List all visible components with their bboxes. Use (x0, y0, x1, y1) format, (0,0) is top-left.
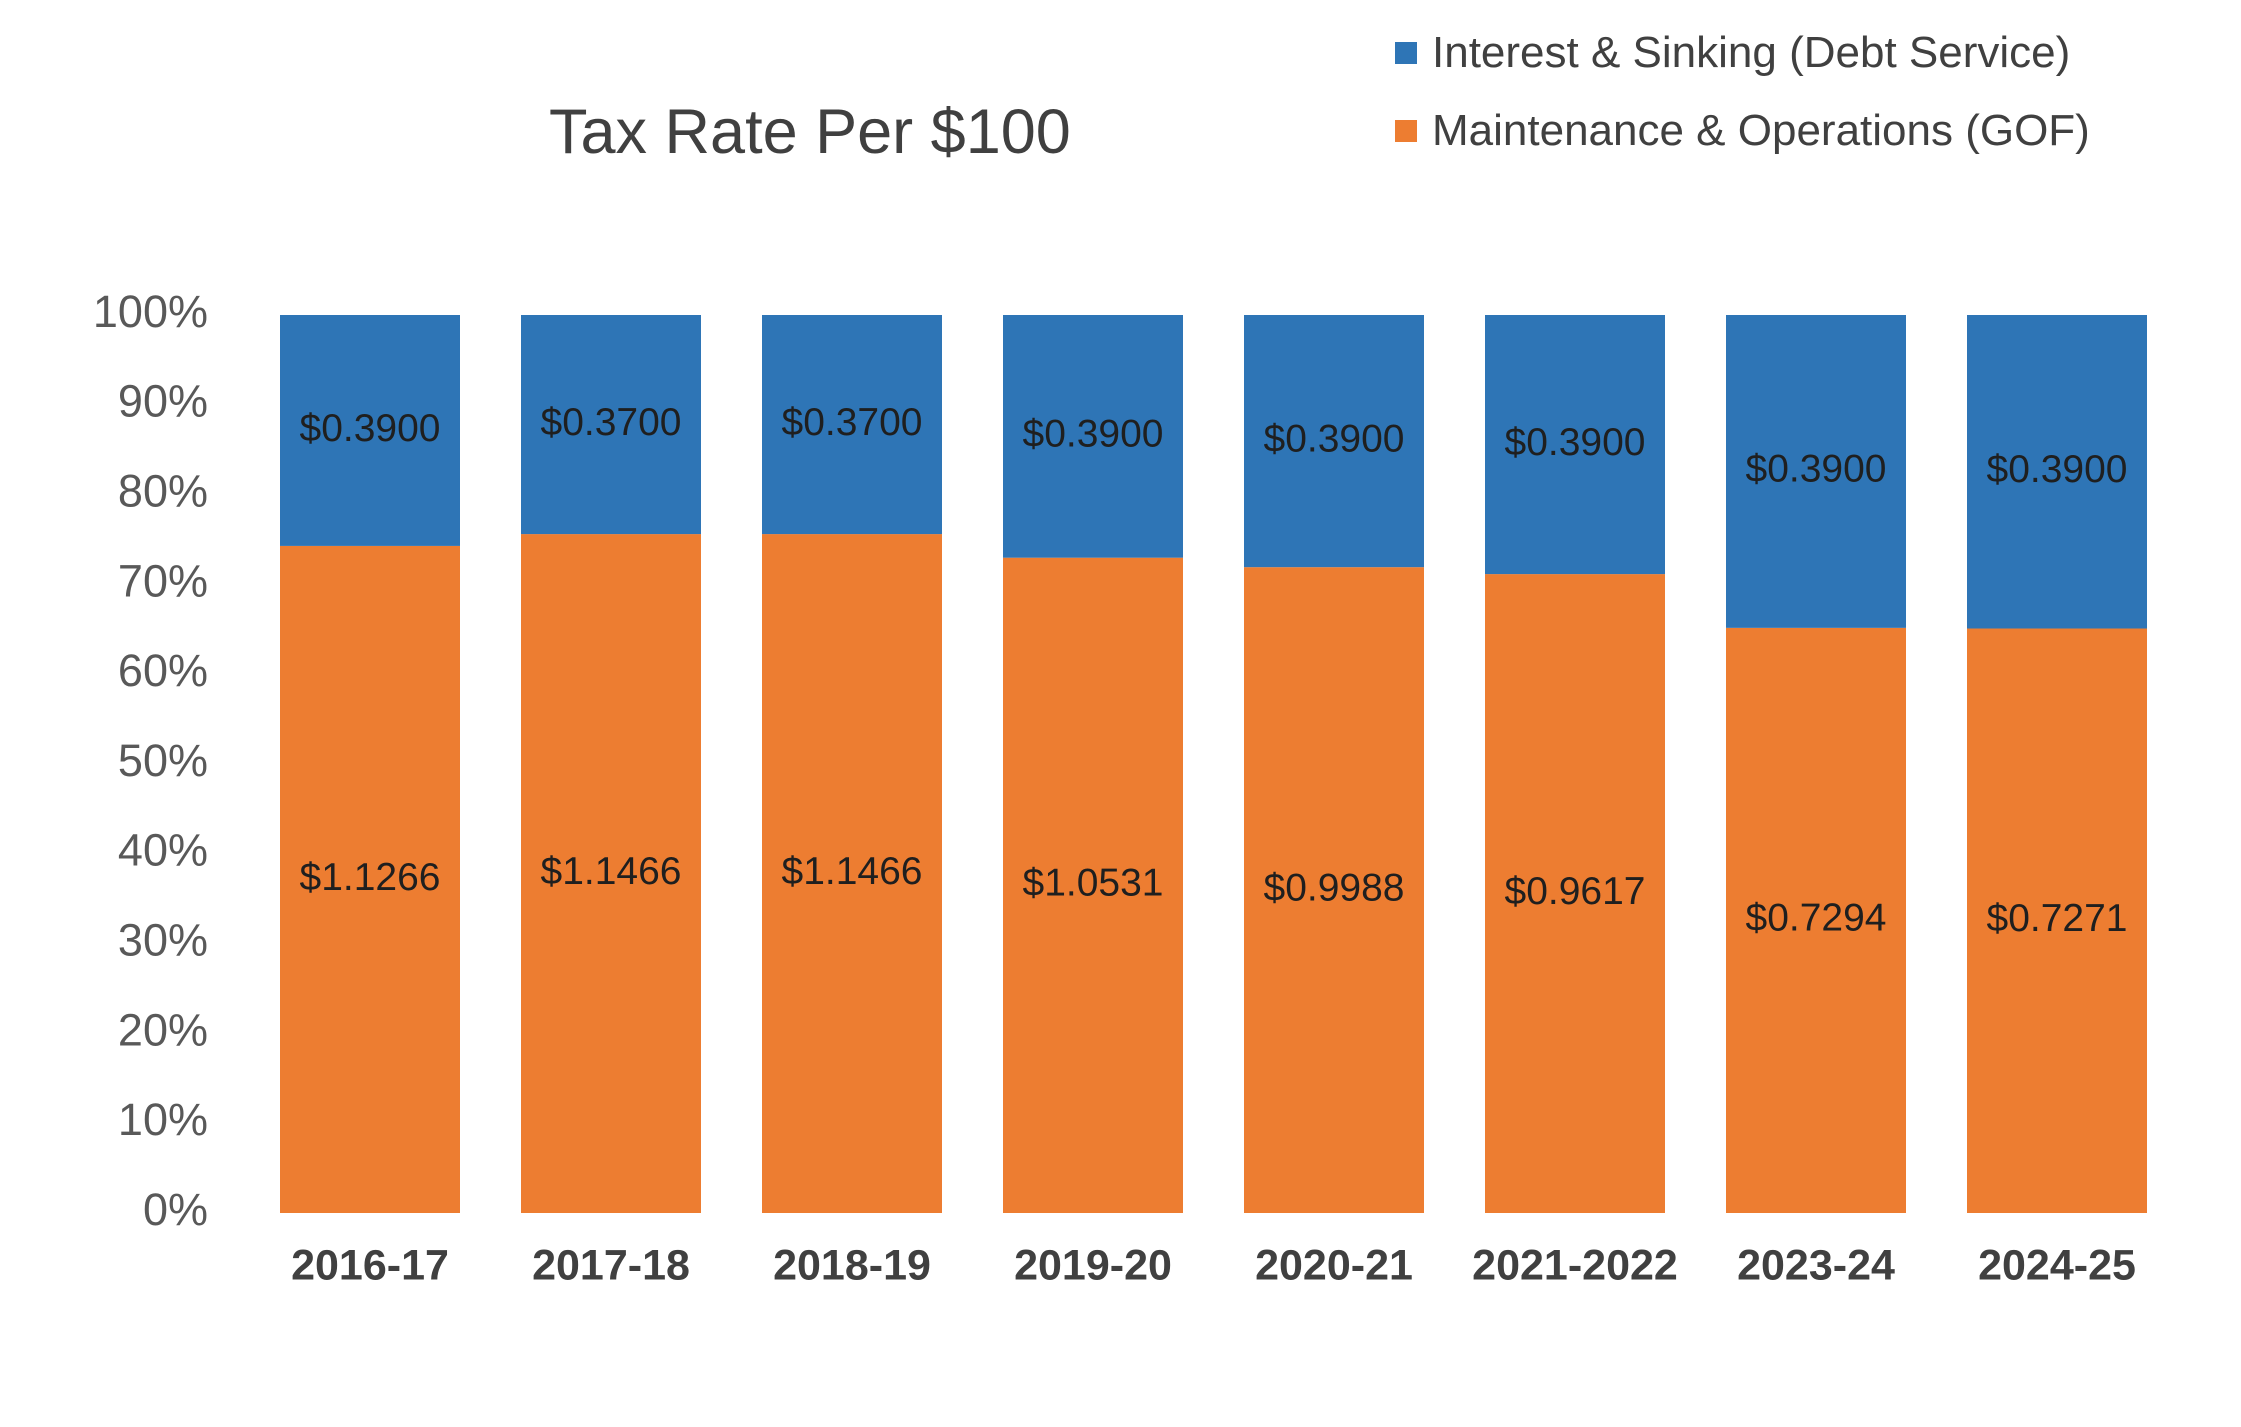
y-tick-label: 30% (118, 914, 208, 965)
data-label: $0.7271 (1987, 897, 2128, 940)
x-tick-label: 2020-21 (1255, 1241, 1413, 1289)
bar-segment-interest-sinking (280, 315, 460, 546)
data-label: $0.3900 (1264, 417, 1405, 460)
data-label: $1.1466 (782, 850, 923, 893)
bar-segment-interest-sinking (1726, 315, 1906, 628)
x-tick-label: 2019-20 (1014, 1241, 1172, 1289)
bar-segment-interest-sinking (1003, 315, 1183, 558)
bar-segment-maintenance-operations (1244, 567, 1424, 1213)
legend-item-interest-sinking: Interest & Sinking (Debt Service) (1395, 14, 2090, 92)
bar-segment-maintenance-operations (521, 534, 701, 1213)
bar-segment-maintenance-operations (1485, 574, 1665, 1213)
bar-segment-maintenance-operations (1726, 627, 1906, 1213)
bar-segment-interest-sinking (1244, 315, 1424, 568)
bar-segment-interest-sinking (1485, 315, 1665, 575)
y-tick-label: 0% (143, 1184, 208, 1235)
y-tick-label: 60% (118, 645, 208, 696)
data-label: $0.9988 (1264, 866, 1405, 909)
data-label: $0.3900 (300, 407, 441, 450)
data-label: $0.3900 (1746, 448, 1887, 491)
y-tick-label: 50% (118, 735, 208, 786)
data-label: $0.3700 (782, 401, 923, 444)
legend: Interest & Sinking (Debt Service) Mainte… (1395, 14, 2090, 170)
data-label: $1.1266 (300, 856, 441, 899)
data-label: $0.7294 (1746, 897, 1887, 940)
legend-swatch-interest-sinking (1395, 42, 1417, 64)
x-tick-label: 2016-17 (291, 1241, 449, 1289)
y-tick-label: 90% (118, 376, 208, 427)
data-label: $0.3900 (1023, 413, 1164, 456)
bar-segment-maintenance-operations (762, 534, 942, 1213)
data-label: $1.0531 (1023, 862, 1164, 905)
legend-label-interest-sinking: Interest & Sinking (Debt Service) (1432, 28, 2071, 77)
legend-item-maintenance-operations: Maintenance & Operations (GOF) (1395, 92, 2090, 170)
bar-segment-maintenance-operations (280, 545, 460, 1213)
x-tick-label: 2017-18 (532, 1241, 690, 1289)
bar-segment-maintenance-operations (1967, 628, 2147, 1213)
y-tick-label: 70% (118, 555, 208, 606)
data-label: $0.3900 (1987, 448, 2128, 491)
x-tick-label: 2021-2022 (1472, 1241, 1678, 1289)
x-tick-label: 2023-24 (1737, 1241, 1895, 1289)
chart-title: Tax Rate Per $100 (549, 97, 1071, 167)
data-label: $0.3900 (1505, 421, 1646, 464)
legend-label-maintenance-operations: Maintenance & Operations (GOF) (1432, 106, 2090, 155)
bar-segment-interest-sinking (762, 315, 942, 535)
legend-swatch-maintenance-operations (1395, 120, 1417, 142)
bar-segment-interest-sinking (1967, 315, 2147, 629)
data-label: $1.1466 (541, 850, 682, 893)
y-tick-label: 20% (118, 1004, 208, 1055)
y-tick-label: 80% (118, 465, 208, 516)
bar-segment-interest-sinking (521, 315, 701, 535)
y-tick-label: 10% (118, 1094, 208, 1145)
y-tick-label: 100% (93, 286, 208, 337)
y-tick-label: 40% (118, 825, 208, 876)
bar-segment-maintenance-operations (1003, 557, 1183, 1213)
data-label: $0.3700 (541, 401, 682, 444)
x-tick-label: 2024-25 (1978, 1241, 2136, 1289)
x-tick-label: 2018-19 (773, 1241, 931, 1289)
data-label: $0.9617 (1505, 870, 1646, 913)
